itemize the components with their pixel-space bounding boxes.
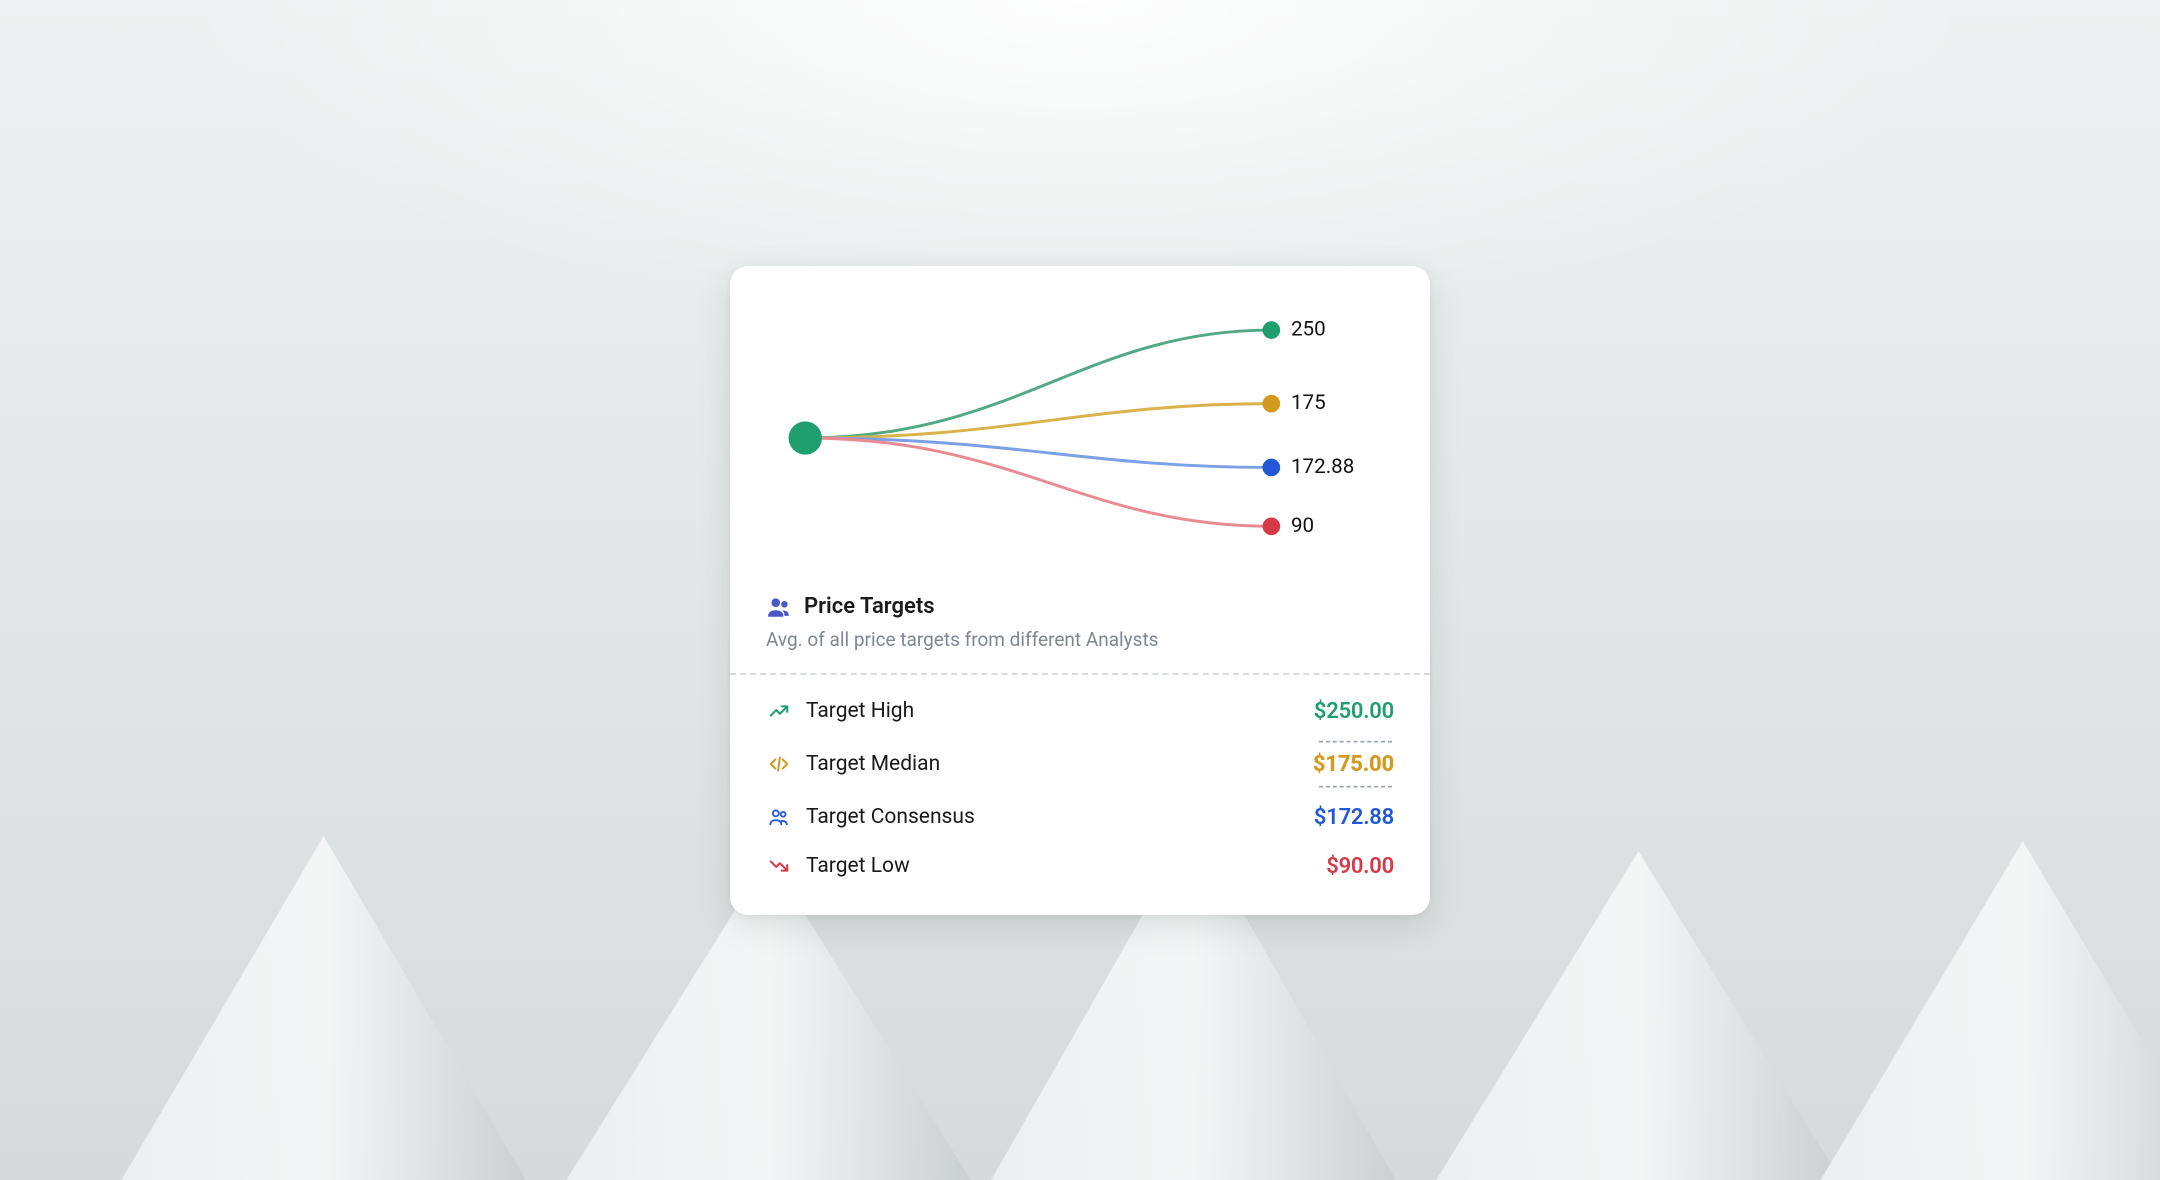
chart-origin-dot xyxy=(789,421,822,454)
target-value: $90.00 xyxy=(1326,854,1394,879)
fan-chart-svg: 250 175 172.88 90 xyxy=(766,298,1394,578)
chart-endpoint-low xyxy=(1263,517,1281,535)
trend-up-icon xyxy=(766,700,792,722)
price-targets-chart: 250 175 172.88 90 xyxy=(766,298,1394,578)
chart-label-median: 175 xyxy=(1291,391,1326,415)
target-label: Target Median xyxy=(806,752,940,776)
chart-endpoint-consensus xyxy=(1263,458,1281,476)
chart-label-consensus: 172.88 xyxy=(1291,454,1354,478)
trend-down-icon xyxy=(766,855,792,877)
code-icon xyxy=(766,753,792,775)
chart-endpoint-median xyxy=(1263,394,1281,412)
target-value: $175.00 xyxy=(1313,748,1394,781)
target-row-median: Target Median $175.00 xyxy=(766,736,1394,793)
targets-list: Target High$250.00Target Median$175.00Ta… xyxy=(766,687,1394,891)
target-value: $250.00 xyxy=(1314,699,1394,724)
people-icon xyxy=(766,594,792,620)
section-title: Price Targets xyxy=(804,594,935,619)
target-row-consensus: Target Consensus $172.88 xyxy=(766,793,1394,842)
section-header: Price Targets xyxy=(766,594,1394,620)
target-label: Target High xyxy=(806,699,914,723)
target-label: Target Consensus xyxy=(806,805,975,829)
target-value: $172.88 xyxy=(1314,805,1394,830)
section-divider xyxy=(730,673,1430,675)
chart-label-low: 90 xyxy=(1291,513,1314,537)
target-row-high: Target High $250.00 xyxy=(766,687,1394,736)
section-subtitle: Avg. of all price targets from different… xyxy=(766,628,1394,651)
chart-endpoint-high xyxy=(1263,321,1281,339)
target-row-low: Target Low $90.00 xyxy=(766,842,1394,891)
people-icon xyxy=(766,806,792,828)
price-targets-card: 250 175 172.88 90 Price Targets Avg. of all… xyxy=(730,266,1430,915)
chart-label-high: 250 xyxy=(1291,317,1326,341)
target-label: Target Low xyxy=(806,854,910,878)
